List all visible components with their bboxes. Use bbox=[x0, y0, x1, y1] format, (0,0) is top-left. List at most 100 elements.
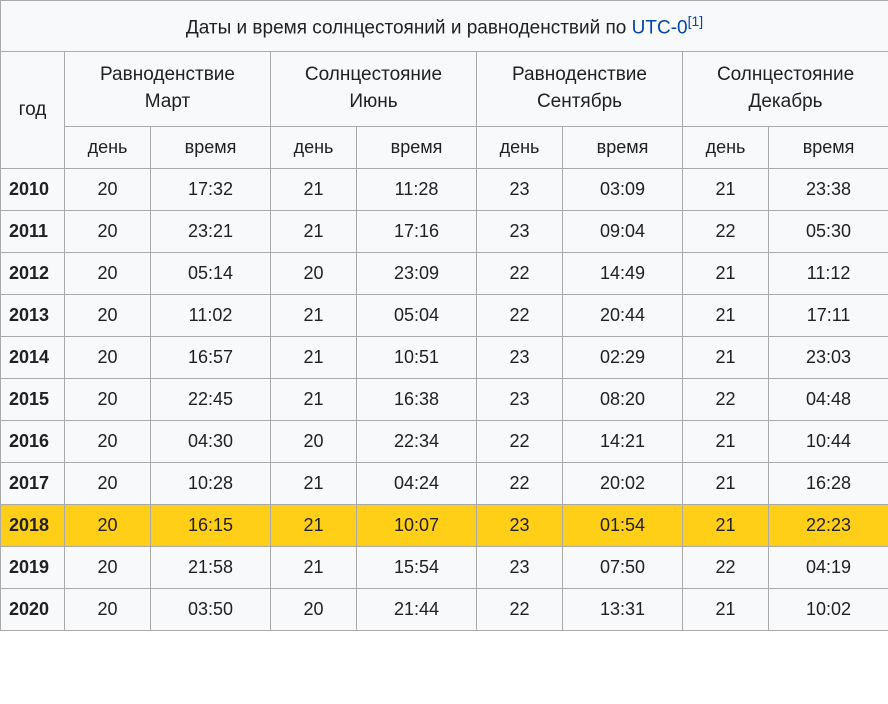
data-cell: 23 bbox=[477, 168, 563, 210]
data-cell: 21 bbox=[683, 294, 769, 336]
data-cell: 07:50 bbox=[563, 546, 683, 588]
header-group-line1: Солнцестояние bbox=[305, 64, 442, 85]
table-row: 20102017:322111:282303:092123:38 bbox=[1, 168, 888, 210]
data-cell: 22 bbox=[683, 378, 769, 420]
table-row: 20172010:282104:242220:022116:28 bbox=[1, 462, 888, 504]
data-cell: 22 bbox=[683, 546, 769, 588]
data-cell: 14:49 bbox=[563, 252, 683, 294]
data-cell: 20 bbox=[271, 252, 357, 294]
header-group-line1: Равноденствие bbox=[512, 64, 647, 85]
data-cell: 23 bbox=[477, 546, 563, 588]
table-caption-row: Даты и время солнцестояний и равноденств… bbox=[1, 1, 888, 52]
year-cell: 2017 bbox=[1, 462, 65, 504]
year-cell: 2013 bbox=[1, 294, 65, 336]
table-caption: Даты и время солнцестояний и равноденств… bbox=[1, 1, 888, 52]
data-cell: 23:03 bbox=[769, 336, 888, 378]
data-cell: 04:48 bbox=[769, 378, 888, 420]
data-cell: 11:02 bbox=[151, 294, 271, 336]
table-row: 20142016:572110:512302:292123:03 bbox=[1, 336, 888, 378]
data-cell: 05:30 bbox=[769, 210, 888, 252]
caption-prefix: Даты и время солнцестояний и равноденств… bbox=[186, 17, 632, 38]
data-cell: 20 bbox=[65, 588, 151, 630]
year-cell: 2020 bbox=[1, 588, 65, 630]
data-cell: 20 bbox=[65, 336, 151, 378]
data-cell: 21 bbox=[683, 420, 769, 462]
header-group-september: Равноденствие Сентябрь bbox=[477, 52, 683, 126]
data-cell: 23 bbox=[477, 378, 563, 420]
data-cell: 10:02 bbox=[769, 588, 888, 630]
data-cell: 16:28 bbox=[769, 462, 888, 504]
data-cell: 05:14 bbox=[151, 252, 271, 294]
data-cell: 17:11 bbox=[769, 294, 888, 336]
sub-header-day: день bbox=[65, 126, 151, 168]
data-cell: 22 bbox=[477, 294, 563, 336]
data-cell: 16:57 bbox=[151, 336, 271, 378]
table-body: 20102017:322111:282303:092123:3820112023… bbox=[1, 168, 888, 630]
data-cell: 11:12 bbox=[769, 252, 888, 294]
data-cell: 21 bbox=[271, 168, 357, 210]
data-cell: 20 bbox=[65, 294, 151, 336]
year-cell: 2014 bbox=[1, 336, 65, 378]
data-cell: 01:54 bbox=[563, 504, 683, 546]
data-cell: 02:29 bbox=[563, 336, 683, 378]
data-cell: 23 bbox=[477, 210, 563, 252]
table-row: 20112023:212117:162309:042205:30 bbox=[1, 210, 888, 252]
data-cell: 17:32 bbox=[151, 168, 271, 210]
data-cell: 04:30 bbox=[151, 420, 271, 462]
data-cell: 14:21 bbox=[563, 420, 683, 462]
header-year: год bbox=[1, 52, 65, 168]
data-cell: 20 bbox=[65, 378, 151, 420]
table-row: 20162004:302022:342214:212110:44 bbox=[1, 420, 888, 462]
data-cell: 20 bbox=[271, 588, 357, 630]
data-cell: 22:34 bbox=[357, 420, 477, 462]
header-group-line2: Март bbox=[145, 91, 190, 112]
year-cell: 2016 bbox=[1, 420, 65, 462]
data-cell: 23 bbox=[477, 336, 563, 378]
data-cell: 20:02 bbox=[563, 462, 683, 504]
sub-header-day: день bbox=[683, 126, 769, 168]
header-group-line1: Солнцестояние bbox=[717, 64, 854, 85]
data-cell: 22 bbox=[477, 252, 563, 294]
data-cell: 21:44 bbox=[357, 588, 477, 630]
data-cell: 21 bbox=[271, 462, 357, 504]
data-cell: 21 bbox=[271, 336, 357, 378]
data-cell: 04:19 bbox=[769, 546, 888, 588]
data-cell: 20 bbox=[65, 210, 151, 252]
data-cell: 23:21 bbox=[151, 210, 271, 252]
data-cell: 21 bbox=[683, 588, 769, 630]
data-cell: 20 bbox=[65, 504, 151, 546]
data-cell: 03:50 bbox=[151, 588, 271, 630]
data-cell: 09:04 bbox=[563, 210, 683, 252]
data-cell: 22 bbox=[683, 210, 769, 252]
data-cell: 22:45 bbox=[151, 378, 271, 420]
data-cell: 10:44 bbox=[769, 420, 888, 462]
data-cell: 16:15 bbox=[151, 504, 271, 546]
table-row: 20182016:152110:072301:542122:23 bbox=[1, 504, 888, 546]
year-cell: 2011 bbox=[1, 210, 65, 252]
data-cell: 23:38 bbox=[769, 168, 888, 210]
reference-link[interactable]: [1] bbox=[688, 13, 704, 29]
data-cell: 22:23 bbox=[769, 504, 888, 546]
data-cell: 21 bbox=[683, 462, 769, 504]
data-cell: 21 bbox=[683, 252, 769, 294]
header-group-march: Равноденствие Март bbox=[65, 52, 271, 126]
data-cell: 05:04 bbox=[357, 294, 477, 336]
data-cell: 22 bbox=[477, 462, 563, 504]
utc-link[interactable]: UTC-0 bbox=[632, 17, 688, 38]
data-cell: 03:09 bbox=[563, 168, 683, 210]
year-cell: 2015 bbox=[1, 378, 65, 420]
header-group-line2: Июнь bbox=[349, 91, 397, 112]
sub-header-day: день bbox=[271, 126, 357, 168]
table-row: 20122005:142023:092214:492111:12 bbox=[1, 252, 888, 294]
year-cell: 2018 bbox=[1, 504, 65, 546]
data-cell: 15:54 bbox=[357, 546, 477, 588]
data-cell: 21:58 bbox=[151, 546, 271, 588]
header-group-june: Солнцестояние Июнь bbox=[271, 52, 477, 126]
data-cell: 08:20 bbox=[563, 378, 683, 420]
data-cell: 20 bbox=[65, 168, 151, 210]
data-cell: 21 bbox=[683, 504, 769, 546]
data-cell: 22 bbox=[477, 588, 563, 630]
data-cell: 21 bbox=[683, 168, 769, 210]
equinox-solstice-table: Даты и время солнцестояний и равноденств… bbox=[0, 0, 888, 631]
data-cell: 17:16 bbox=[357, 210, 477, 252]
